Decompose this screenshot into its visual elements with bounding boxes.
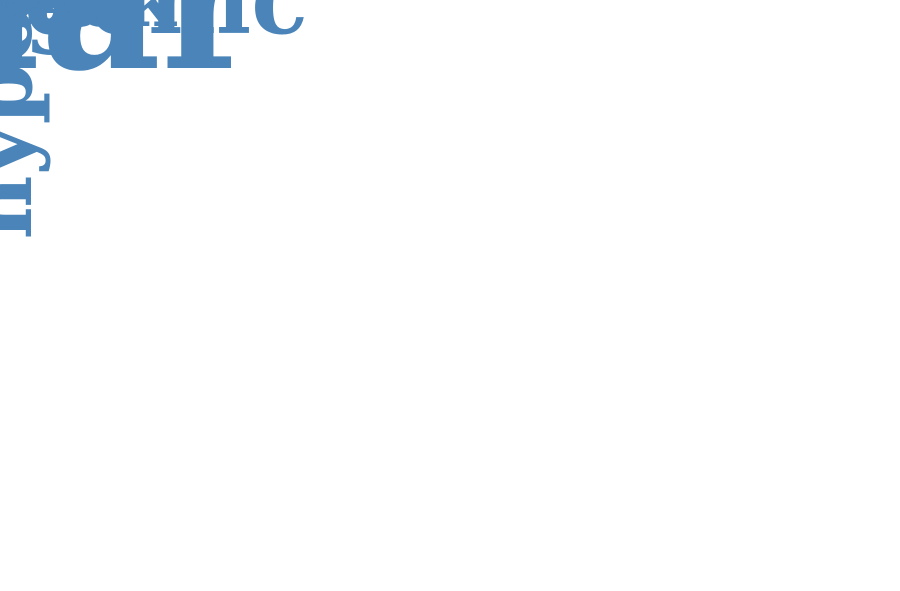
word-core: core [0,0,17,7]
